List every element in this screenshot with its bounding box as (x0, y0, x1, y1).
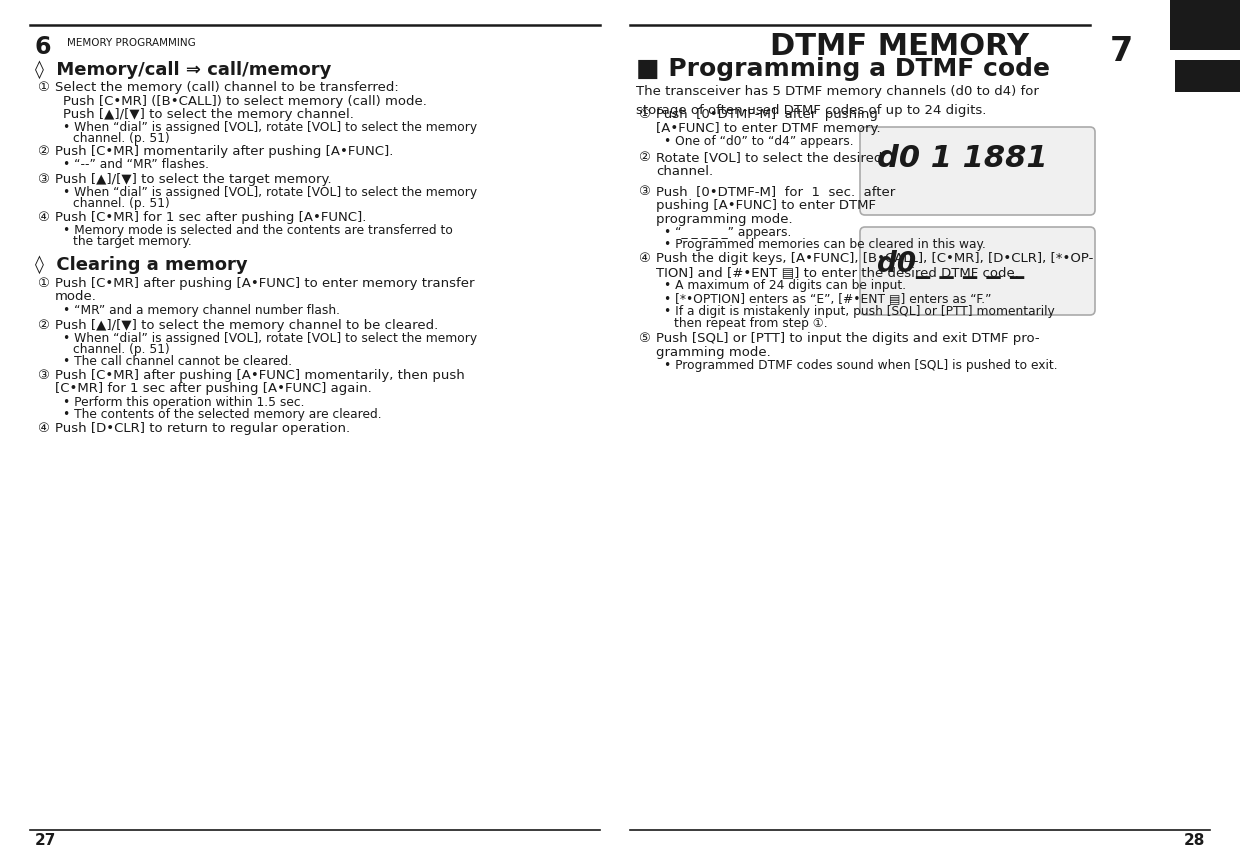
Text: Push [C•MR] for 1 sec after pushing [A•FUNC].: Push [C•MR] for 1 sec after pushing [A•F… (55, 211, 366, 224)
FancyBboxPatch shape (1171, 0, 1240, 50)
Text: Select the memory (call) channel to be transferred:: Select the memory (call) channel to be t… (55, 81, 399, 94)
Text: channel. (p. 51): channel. (p. 51) (73, 343, 170, 356)
Text: Push  [0•DTMF-M]  after  pushing: Push [0•DTMF-M] after pushing (656, 108, 878, 121)
Text: • A maximum of 24 digits can be input.: • A maximum of 24 digits can be input. (663, 279, 906, 292)
Text: Push [▲]/[▼] to select the target memory.: Push [▲]/[▼] to select the target memory… (55, 173, 331, 186)
Text: ③: ③ (639, 185, 650, 198)
Text: Push the digit keys, [A•FUNC], [B•CALL], [C•MR], [D•CLR], [*•OP-: Push the digit keys, [A•FUNC], [B•CALL],… (656, 252, 1094, 265)
Text: MEMORY PROGRAMMING: MEMORY PROGRAMMING (67, 38, 196, 48)
Text: the target memory.: the target memory. (73, 235, 192, 248)
Text: • “MR” and a memory channel number flash.: • “MR” and a memory channel number flash… (63, 304, 340, 317)
Text: 27: 27 (35, 833, 56, 848)
FancyBboxPatch shape (1176, 60, 1240, 92)
Text: • If a digit is mistakenly input, push [SQL] or [PTT] momentarily: • If a digit is mistakenly input, push [… (663, 305, 1055, 318)
Text: • “--” and “MR” flashes.: • “--” and “MR” flashes. (63, 158, 210, 171)
Text: • “_ _ _ _ _” appears.: • “_ _ _ _ _” appears. (663, 226, 791, 239)
Text: • When “dial” is assigned [VOL], rotate [VOL] to select the memory: • When “dial” is assigned [VOL], rotate … (63, 332, 477, 345)
Text: • Programmed DTMF codes sound when [SQL] is pushed to exit.: • Programmed DTMF codes sound when [SQL]… (663, 359, 1058, 372)
Text: d0_ _ _ _ _: d0_ _ _ _ _ (877, 250, 1024, 279)
Text: • One of “d0” to “d4” appears.: • One of “d0” to “d4” appears. (663, 135, 853, 148)
Text: ③: ③ (37, 173, 48, 186)
Text: then repeat from step ①.: then repeat from step ①. (675, 317, 827, 330)
Text: • When “dial” is assigned [VOL], rotate [VOL] to select the memory: • When “dial” is assigned [VOL], rotate … (63, 121, 477, 134)
Text: ④: ④ (37, 422, 48, 435)
Text: ②: ② (639, 151, 650, 164)
FancyBboxPatch shape (861, 127, 1095, 215)
Text: Rotate [VOL] to select the desired: Rotate [VOL] to select the desired (656, 151, 883, 164)
Text: The transceiver has 5 DTMF memory channels (d0 to d4) for
storage of often-used : The transceiver has 5 DTMF memory channe… (636, 85, 1039, 116)
Text: ③: ③ (37, 369, 48, 382)
Text: ④: ④ (37, 211, 48, 224)
Text: ①: ① (37, 81, 48, 94)
Text: DTMF MEMORY: DTMF MEMORY (770, 32, 1029, 61)
Text: • The contents of the selected memory are cleared.: • The contents of the selected memory ar… (63, 408, 382, 421)
Text: • [*•OPTION] enters as “E”, [#•ENT ▤] enters as “F.”: • [*•OPTION] enters as “E”, [#•ENT ▤] en… (663, 292, 992, 305)
Text: Push [C•MR] after pushing [A•FUNC] to enter memory transfer: Push [C•MR] after pushing [A•FUNC] to en… (55, 277, 475, 290)
Text: Push [D•CLR] to return to regular operation.: Push [D•CLR] to return to regular operat… (55, 422, 350, 435)
Text: ②: ② (37, 145, 48, 158)
Text: 6: 6 (35, 35, 52, 59)
Text: ⑤: ⑤ (639, 332, 650, 345)
Text: • Perform this operation within 1.5 sec.: • Perform this operation within 1.5 sec. (63, 396, 305, 409)
Text: TION] and [#•ENT ▤] to enter the desired DTMF code.: TION] and [#•ENT ▤] to enter the desired… (656, 266, 1019, 279)
Text: ④: ④ (639, 252, 650, 265)
Text: ②: ② (37, 319, 48, 332)
Text: Push [▲]/[▼] to select the memory channel.: Push [▲]/[▼] to select the memory channe… (63, 108, 353, 121)
Text: pushing [A•FUNC] to enter DTMF: pushing [A•FUNC] to enter DTMF (656, 199, 875, 212)
Text: ①: ① (37, 277, 48, 290)
Text: • The call channel cannot be cleared.: • The call channel cannot be cleared. (63, 355, 293, 368)
Text: gramming mode.: gramming mode. (656, 346, 771, 359)
Text: channel. (p. 51): channel. (p. 51) (73, 197, 170, 210)
Text: Push [▲]/[▼] to select the memory channel to be cleared.: Push [▲]/[▼] to select the memory channe… (55, 319, 438, 332)
Text: • Memory mode is selected and the contents are transferred to: • Memory mode is selected and the conten… (63, 224, 453, 237)
Text: [C•MR] for 1 sec after pushing [A•FUNC] again.: [C•MR] for 1 sec after pushing [A•FUNC] … (55, 382, 372, 395)
Text: 28: 28 (1184, 833, 1205, 848)
Text: 7: 7 (1110, 35, 1133, 68)
Text: ■ Programming a DTMF code: ■ Programming a DTMF code (636, 57, 1050, 81)
Text: Push [C•MR] momentarily after pushing [A•FUNC].: Push [C•MR] momentarily after pushing [A… (55, 145, 393, 158)
Text: ◊  Clearing a memory: ◊ Clearing a memory (35, 255, 248, 274)
Text: channel. (p. 51): channel. (p. 51) (73, 132, 170, 145)
Text: ①: ① (639, 108, 650, 121)
Text: mode.: mode. (55, 290, 97, 303)
FancyBboxPatch shape (861, 227, 1095, 315)
Text: Push [C•MR] ([B•CALL]) to select memory (call) mode.: Push [C•MR] ([B•CALL]) to select memory … (63, 95, 427, 108)
Text: [A•FUNC] to enter DTMF memory.: [A•FUNC] to enter DTMF memory. (656, 122, 880, 135)
Text: • Programmed memories can be cleared in this way.: • Programmed memories can be cleared in … (663, 238, 986, 251)
Text: Push  [0•DTMF-M]  for  1  sec.  after: Push [0•DTMF-M] for 1 sec. after (656, 185, 895, 198)
Text: Push [C•MR] after pushing [A•FUNC] momentarily, then push: Push [C•MR] after pushing [A•FUNC] momen… (55, 369, 465, 382)
Text: d0 1 1881: d0 1 1881 (877, 144, 1048, 173)
Text: ◊  Memory/call ⇒ call/memory: ◊ Memory/call ⇒ call/memory (35, 60, 331, 79)
Text: • When “dial” is assigned [VOL], rotate [VOL] to select the memory: • When “dial” is assigned [VOL], rotate … (63, 186, 477, 199)
Text: Push [SQL] or [PTT] to input the digits and exit DTMF pro-: Push [SQL] or [PTT] to input the digits … (656, 332, 1039, 345)
Text: channel.: channel. (656, 165, 713, 178)
Text: programming mode.: programming mode. (656, 213, 792, 226)
